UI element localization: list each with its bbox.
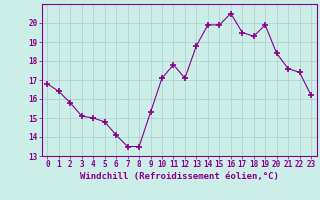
X-axis label: Windchill (Refroidissement éolien,°C): Windchill (Refroidissement éolien,°C) [80, 172, 279, 181]
